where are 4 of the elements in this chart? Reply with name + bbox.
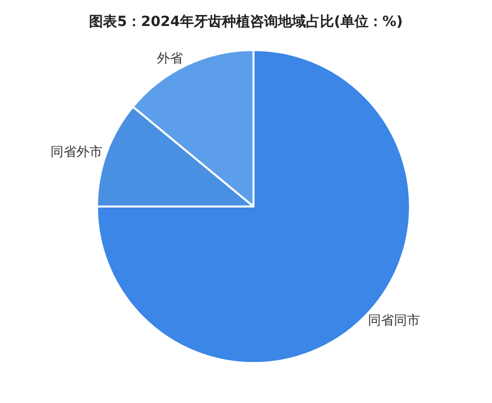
- slice-label: 外省: [157, 51, 184, 66]
- slice-label: 同省外市: [50, 145, 102, 160]
- chart-title: 图表5：2024年牙齿种植咨询地域占比(单位：%): [89, 14, 403, 30]
- slice-label: 同省同市: [368, 313, 420, 328]
